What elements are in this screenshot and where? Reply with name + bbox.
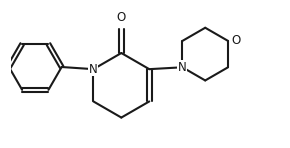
Text: O: O: [231, 34, 240, 47]
Text: N: N: [89, 63, 98, 76]
Text: O: O: [117, 11, 126, 24]
Text: N: N: [178, 61, 187, 74]
